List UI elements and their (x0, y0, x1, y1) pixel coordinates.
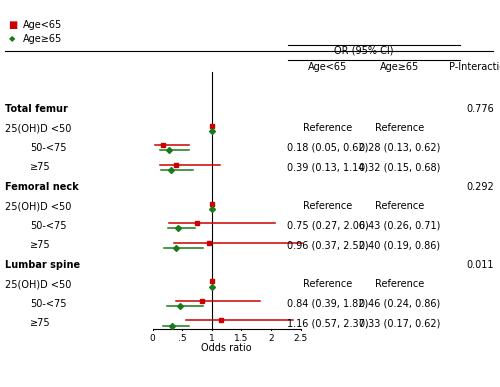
Text: 0.011: 0.011 (466, 260, 494, 269)
Text: 0.33 (0.17, 0.62): 0.33 (0.17, 0.62) (360, 318, 440, 328)
Text: 0: 0 (150, 334, 156, 343)
Text: 0.43 (0.26, 0.71): 0.43 (0.26, 0.71) (360, 221, 440, 231)
Text: 1: 1 (209, 334, 214, 343)
Text: 0.40 (0.19, 0.86): 0.40 (0.19, 0.86) (360, 240, 440, 250)
Text: Total femur: Total femur (5, 104, 68, 114)
Text: Age<65: Age<65 (22, 20, 62, 30)
Text: Reference: Reference (376, 123, 424, 133)
Text: 2: 2 (268, 334, 274, 343)
Text: 0.75 (0.27, 2.06): 0.75 (0.27, 2.06) (286, 221, 368, 231)
Text: 0.292: 0.292 (466, 182, 494, 192)
Text: 0.776: 0.776 (466, 104, 494, 114)
Text: Reference: Reference (376, 279, 424, 289)
Text: 25(OH)D <50: 25(OH)D <50 (5, 201, 71, 211)
Text: OR (95% CI): OR (95% CI) (334, 45, 394, 55)
Text: 2.5: 2.5 (294, 334, 308, 343)
Text: 25(OH)D <50: 25(OH)D <50 (5, 279, 71, 289)
Text: P-Interaction: P-Interaction (449, 62, 500, 72)
Text: Age≥65: Age≥65 (22, 34, 62, 44)
Text: Reference: Reference (303, 123, 352, 133)
Text: 0.28 (0.13, 0.62): 0.28 (0.13, 0.62) (360, 143, 440, 152)
Text: Age<65: Age<65 (308, 62, 347, 72)
Text: 50-<75: 50-<75 (30, 298, 66, 308)
Text: ◆: ◆ (9, 34, 16, 43)
Text: 0.18 (0.05, 0.62): 0.18 (0.05, 0.62) (287, 143, 368, 152)
Text: 0.84 (0.39, 1.82): 0.84 (0.39, 1.82) (287, 298, 368, 308)
Text: Lumbar spine: Lumbar spine (5, 260, 80, 269)
Text: ≥75: ≥75 (30, 318, 50, 328)
Text: Odds ratio: Odds ratio (202, 344, 252, 353)
Text: 0.46 (0.24, 0.86): 0.46 (0.24, 0.86) (360, 298, 440, 308)
Text: 1.16 (0.57, 2.37): 1.16 (0.57, 2.37) (286, 318, 368, 328)
Text: Reference: Reference (303, 201, 352, 211)
Text: 0.32 (0.15, 0.68): 0.32 (0.15, 0.68) (360, 162, 440, 172)
Text: .5: .5 (178, 334, 186, 343)
Text: Reference: Reference (376, 201, 424, 211)
Text: Femoral neck: Femoral neck (5, 182, 79, 192)
Text: 50-<75: 50-<75 (30, 221, 66, 231)
Text: ≥75: ≥75 (30, 240, 50, 250)
Text: 0.39 (0.13, 1.14): 0.39 (0.13, 1.14) (287, 162, 368, 172)
Text: 50-<75: 50-<75 (30, 143, 66, 152)
Text: 0.96 (0.37, 2.52): 0.96 (0.37, 2.52) (286, 240, 368, 250)
Text: Reference: Reference (303, 279, 352, 289)
Text: 1.5: 1.5 (234, 334, 248, 343)
Text: ≥75: ≥75 (30, 162, 50, 172)
Text: ■: ■ (8, 20, 17, 30)
Text: Age≥65: Age≥65 (380, 62, 420, 72)
Text: 25(OH)D <50: 25(OH)D <50 (5, 123, 71, 133)
